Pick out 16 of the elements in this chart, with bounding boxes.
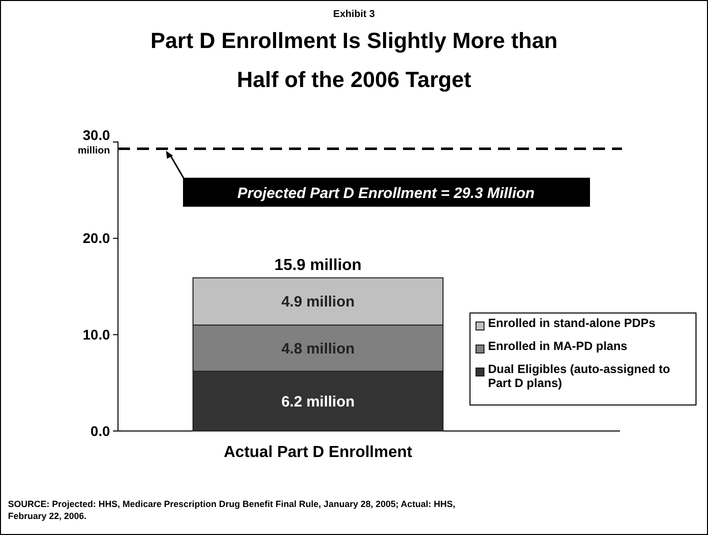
chart-title: Part D Enrollment Is Slightly More than Half of the 2006 Target <box>150 28 558 92</box>
y-tick-label: 30.0 million <box>78 126 110 156</box>
total-label: 15.9 million <box>274 256 362 274</box>
data-label: 4.8 million <box>281 340 355 358</box>
y-tick-label: 10.0 <box>82 326 110 343</box>
ref-line-label: Projected Part D Enrollment = 29.3 Million <box>237 184 535 202</box>
legend-label: Enrolled in MA-PD plans <box>488 339 628 353</box>
data-label: 4.9 million <box>281 294 355 311</box>
source-note: SOURCE: Projected: HHS, Medicare Prescription Drug Benefit Final Rule, January 28, 2005; Actual: HHS, February 22, 2006. <box>8 499 456 521</box>
y-tick-label: 0.0 <box>90 422 110 439</box>
data-label: 6.2 million <box>281 393 355 410</box>
legend-label: Dual Eligibles (auto-assigned to Part D plans) <box>488 362 670 390</box>
x-tick-label: Actual Part D Enrollment <box>224 444 413 461</box>
y-tick-label: 20.0 <box>82 230 110 246</box>
legend-label: Enrolled in stand-alone PDPs <box>488 316 656 330</box>
text: Exhibit 3 <box>333 9 376 20</box>
